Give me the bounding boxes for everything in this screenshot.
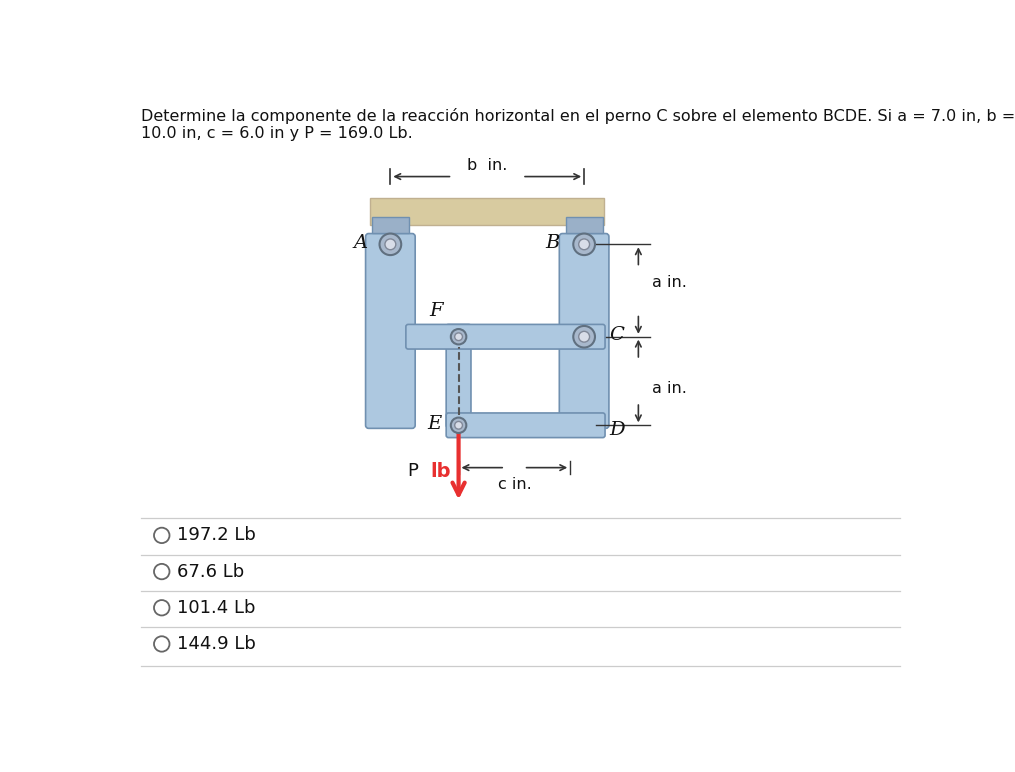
Circle shape xyxy=(154,564,170,579)
Text: 197.2 Lb: 197.2 Lb xyxy=(178,527,256,544)
Circle shape xyxy=(385,239,396,249)
Circle shape xyxy=(573,234,595,255)
Circle shape xyxy=(455,422,463,429)
Text: 144.9 Lb: 144.9 Lb xyxy=(178,635,256,653)
Circle shape xyxy=(154,600,170,615)
FancyBboxPatch shape xyxy=(447,413,605,438)
Circle shape xyxy=(579,331,590,342)
Text: A: A xyxy=(353,234,367,252)
Text: E: E xyxy=(427,415,442,433)
Circle shape xyxy=(579,239,590,249)
Circle shape xyxy=(451,329,466,344)
Text: a in.: a in. xyxy=(653,276,687,290)
Bar xyxy=(370,198,604,225)
Text: P: P xyxy=(407,462,418,480)
Text: F: F xyxy=(429,302,444,320)
Bar xyxy=(565,218,603,233)
Text: D: D xyxy=(609,422,624,439)
Bar xyxy=(371,218,409,233)
FancyBboxPatch shape xyxy=(406,324,605,349)
FancyBboxPatch shape xyxy=(559,234,609,428)
Circle shape xyxy=(154,528,170,543)
FancyBboxPatch shape xyxy=(365,234,415,428)
Circle shape xyxy=(573,326,595,347)
Text: C: C xyxy=(609,327,624,344)
Text: c in.: c in. xyxy=(497,477,531,492)
Text: lb: lb xyxy=(430,462,451,481)
Text: Determine la componente de la reacción horizontal en el perno C sobre el element: Determine la componente de la reacción h… xyxy=(141,108,1015,141)
Text: a in.: a in. xyxy=(653,381,687,396)
Text: B: B xyxy=(545,234,559,252)
Circle shape xyxy=(455,333,463,340)
Circle shape xyxy=(451,418,466,433)
Circle shape xyxy=(154,636,170,652)
Circle shape xyxy=(380,234,401,255)
FancyBboxPatch shape xyxy=(447,324,471,428)
Text: b  in.: b in. xyxy=(467,157,508,173)
Text: 101.4 Lb: 101.4 Lb xyxy=(178,599,256,617)
Text: 67.6 Lb: 67.6 Lb xyxy=(178,563,245,581)
